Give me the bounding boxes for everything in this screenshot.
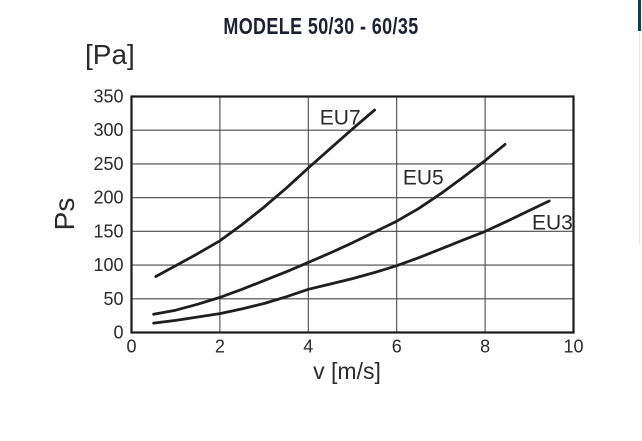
y-tick-label: 50 [103, 289, 123, 309]
curve-eu7 [154, 108, 376, 278]
y-tick-label: 0 [113, 323, 123, 343]
curve-eu5 [152, 143, 507, 316]
y-tick-label: 350 [93, 87, 123, 107]
x-tick-label: 8 [480, 337, 490, 357]
x-tick-label: 4 [303, 337, 313, 357]
x-tick-label: 2 [215, 337, 225, 357]
chart-title: MODELE 50/30 - 60/35 [223, 13, 419, 39]
plot-border [130, 95, 575, 334]
y-tick-label: 200 [93, 188, 123, 208]
page-edge-bar [638, 0, 641, 31]
y-axis-unit-label: [Pa] [85, 39, 135, 70]
series-label-eu5: EU5 [403, 166, 444, 189]
series-label-eu7: EU7 [320, 106, 361, 129]
page-edge-line [639, 31, 640, 245]
x-tick-label: 10 [563, 337, 583, 357]
y-tick-label: 100 [93, 255, 123, 275]
x-axis-label: v [m/s] [313, 358, 381, 384]
y-tick-label: 150 [93, 221, 123, 241]
x-tick-label: 0 [126, 337, 136, 357]
series-label-eu3: EU3 [532, 211, 573, 234]
x-tick-label: 6 [392, 337, 402, 357]
y-tick-label: 300 [93, 120, 123, 140]
y-tick-label: 250 [93, 154, 123, 174]
curve-eu3 [152, 199, 551, 325]
